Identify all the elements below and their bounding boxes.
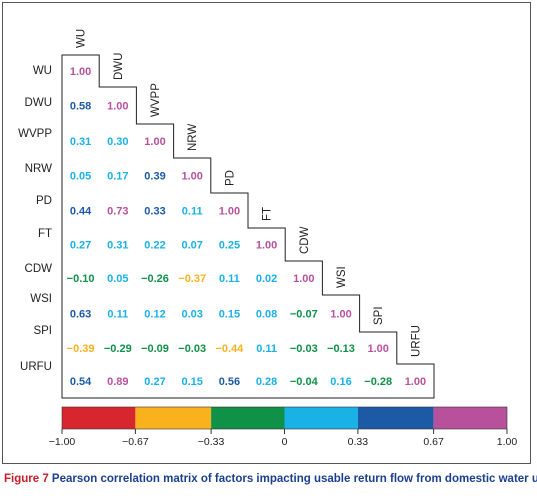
cell-value: 1.00 xyxy=(405,376,426,388)
cell-value: 0.15 xyxy=(181,376,202,388)
cell-value: 0.27 xyxy=(70,240,91,252)
figure-frame xyxy=(2,2,531,464)
cell-value: 0.30 xyxy=(107,136,128,148)
column-label: FT xyxy=(262,207,274,221)
row-label: NRW xyxy=(25,163,52,175)
cell-value: 0.44 xyxy=(70,206,92,218)
column-label: WVPP xyxy=(150,83,162,117)
cell-value: 0.28 xyxy=(256,376,277,388)
cell-value: 0.02 xyxy=(256,273,277,285)
cell-value: −0.13 xyxy=(327,343,355,355)
cell-value: 1.00 xyxy=(181,171,202,183)
colorbar-tick-label: −1.00 xyxy=(49,436,76,448)
cell-value: 0.08 xyxy=(256,309,277,321)
cell-value: 0.31 xyxy=(107,240,128,252)
column-label: PD xyxy=(224,170,236,186)
cell-value: 0.15 xyxy=(219,309,240,321)
colorbar-segment xyxy=(357,407,434,429)
colorbar-segment xyxy=(62,407,136,429)
row-label: WU xyxy=(33,65,52,77)
cell-value: 0.03 xyxy=(181,309,202,321)
cell-value: 1.00 xyxy=(144,136,165,148)
cell-value: 0.27 xyxy=(144,376,165,388)
cell-value: 1.00 xyxy=(70,66,91,78)
cell-value: −0.44 xyxy=(215,343,244,355)
cell-value: 0.33 xyxy=(144,206,165,218)
column-label: SPI xyxy=(373,306,385,325)
cell-value: −0.10 xyxy=(67,273,95,285)
cell-value: 0.73 xyxy=(107,206,128,218)
cell-value: −0.03 xyxy=(178,343,206,355)
colorbar-segment xyxy=(284,407,358,429)
colorbar-segment xyxy=(135,407,211,429)
row-label: WVPP xyxy=(18,128,52,140)
matrix-outline xyxy=(61,54,435,399)
cell-value: −0.03 xyxy=(290,343,318,355)
colorbar-segment xyxy=(211,407,285,429)
cell-value: −0.07 xyxy=(290,309,318,321)
cell-value: 0.58 xyxy=(70,101,91,113)
figure-caption: Figure 7 Pearson correlation matrix of f… xyxy=(4,473,537,485)
cell-value: −0.37 xyxy=(178,273,206,285)
cell-value: 1.00 xyxy=(367,343,388,355)
row-label: DWU xyxy=(25,97,52,109)
cell-value: −0.26 xyxy=(141,273,169,285)
caption-lead: Figure 7 xyxy=(4,473,49,485)
cell-value: 1.00 xyxy=(256,240,277,252)
cell-value: 0.22 xyxy=(144,240,165,252)
caption-text: Pearson correlation matrix of factors im… xyxy=(48,473,537,485)
cell-value: 1.00 xyxy=(219,206,240,218)
cell-value: 0.11 xyxy=(219,273,240,285)
column-label: WU xyxy=(76,29,88,48)
cell-value: −0.39 xyxy=(67,343,95,355)
cell-value: −0.09 xyxy=(141,343,169,355)
cell-value: 1.00 xyxy=(330,309,351,321)
cell-value: 0.63 xyxy=(70,309,91,321)
column-label: WSI xyxy=(336,266,348,288)
row-label: CDW xyxy=(25,263,53,275)
column-label: CDW xyxy=(299,226,311,254)
cell-value: 0.25 xyxy=(219,240,240,252)
row-label: URFU xyxy=(20,361,52,373)
cell-value: 0.17 xyxy=(107,171,128,183)
cell-value: 0.11 xyxy=(256,343,277,355)
cell-value: 0.31 xyxy=(70,136,91,148)
cell-value: 0.11 xyxy=(182,206,203,218)
colorbar-tick-label: −0.67 xyxy=(122,436,149,448)
row-label: PD xyxy=(36,195,52,207)
colorbar-tick-label: 0.67 xyxy=(423,436,444,448)
cell-value: −0.04 xyxy=(290,376,319,388)
colorbar-segment xyxy=(433,407,507,429)
cell-value: 0.54 xyxy=(70,376,92,388)
cell-value: −0.28 xyxy=(364,376,392,388)
colorbar-tick-label: −0.33 xyxy=(198,436,225,448)
row-label: SPI xyxy=(33,325,52,337)
cell-value: 0.56 xyxy=(219,376,240,388)
colorbar-tick-label: 1.00 xyxy=(497,436,518,448)
cell-value: 0.12 xyxy=(144,309,165,321)
cell-value: −0.29 xyxy=(104,343,132,355)
cell-value: 0.11 xyxy=(107,309,128,321)
cell-value: 0.89 xyxy=(107,376,128,388)
cell-value: 0.07 xyxy=(181,240,202,252)
correlation-heatmap: 1.00 0.58 1.00 0.31 0.30 1.00 0.05 0.17 0.39 1.00… xyxy=(18,29,518,448)
row-label: FT xyxy=(38,228,52,240)
column-label: URFU xyxy=(410,325,422,357)
colorbar-tick-label: 0 xyxy=(282,436,288,448)
column-label: NRW xyxy=(187,124,199,151)
cell-value: 0.16 xyxy=(330,376,351,388)
colorbar-tick-label: 0.33 xyxy=(348,436,369,448)
column-label: DWU xyxy=(113,53,125,80)
cell-value: 1.00 xyxy=(293,273,314,285)
cell-value: 0.39 xyxy=(144,171,165,183)
cell-value: 0.05 xyxy=(107,273,128,285)
row-label: WSI xyxy=(30,293,52,305)
cell-value: 0.05 xyxy=(70,171,91,183)
cell-value: 1.00 xyxy=(107,101,128,113)
